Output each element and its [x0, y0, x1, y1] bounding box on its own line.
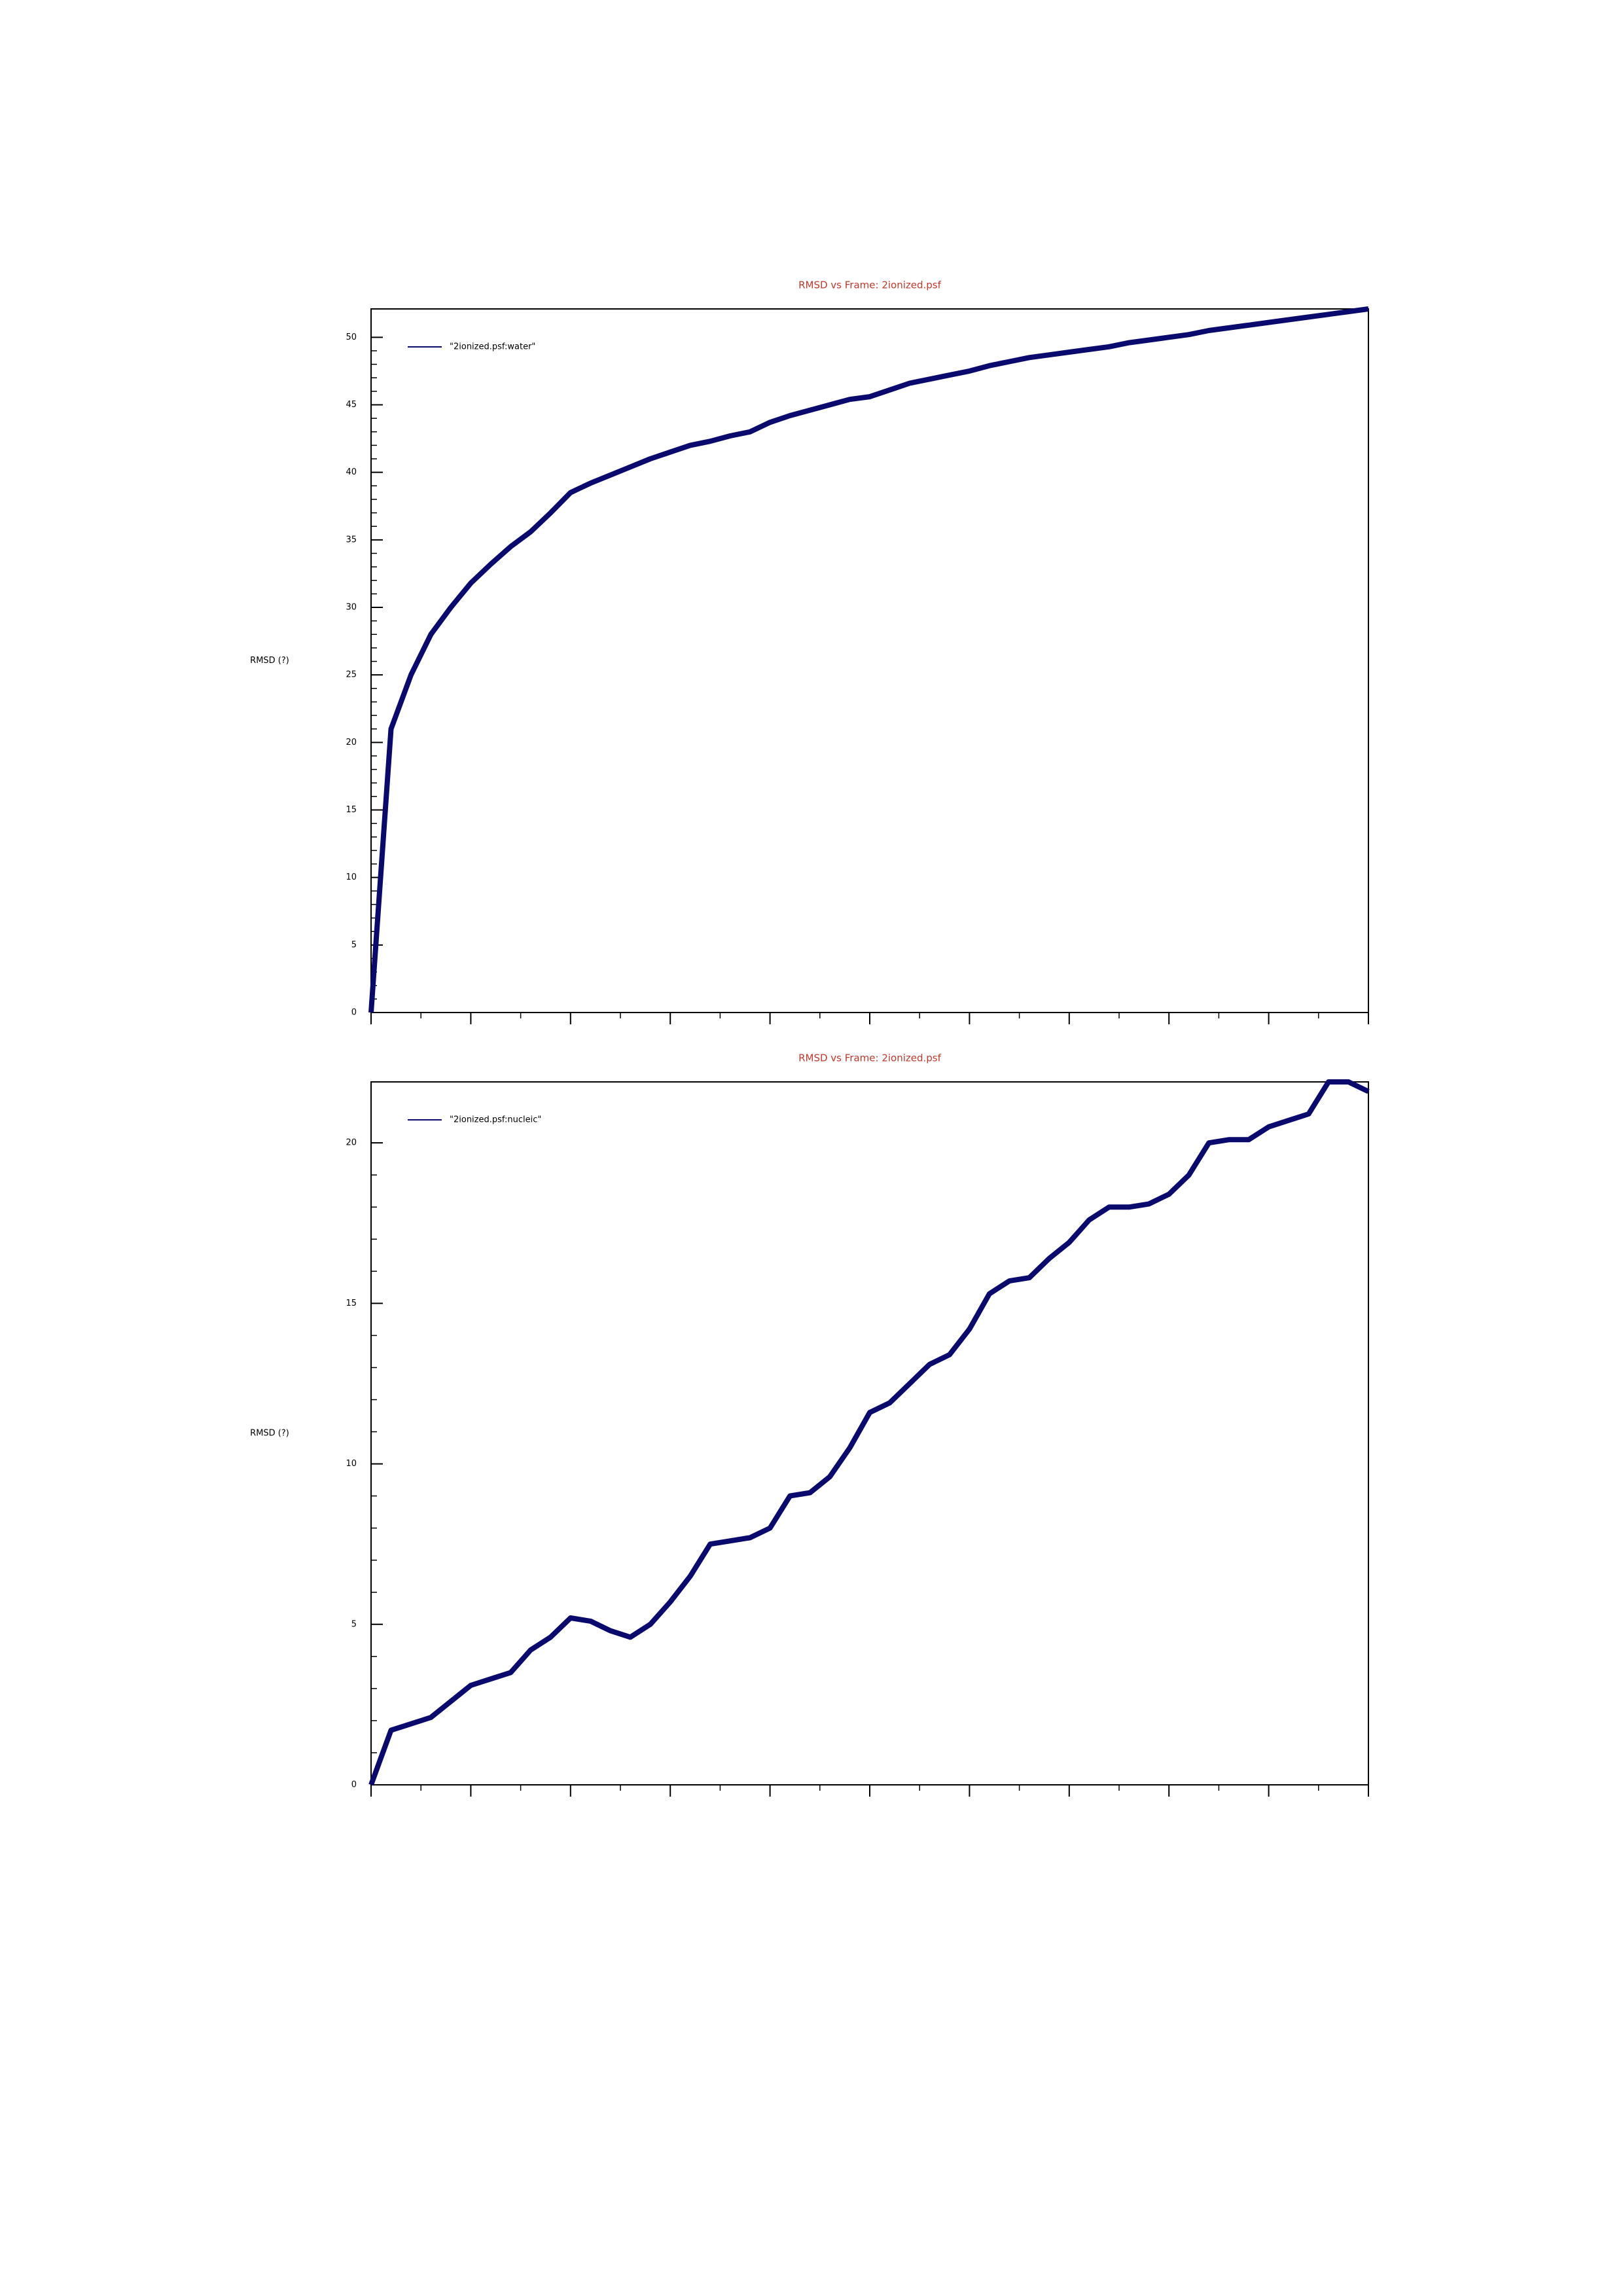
y-tick-label: 20 — [346, 738, 357, 747]
y-tick-label: 5 — [351, 940, 357, 950]
y-tick-label: 30 — [346, 602, 357, 612]
y-tick-label: 10 — [346, 1459, 357, 1469]
y-tick-label: 15 — [346, 1299, 357, 1308]
data-line — [368, 306, 1369, 1013]
chart-title: RMSD vs Frame: 2ionized.psf — [798, 279, 942, 291]
y-tick-label: 0 — [351, 1008, 357, 1018]
y-tick-label: 20 — [346, 1138, 357, 1148]
y-tick-label: 15 — [346, 805, 357, 815]
y-tick-label: 25 — [346, 670, 357, 680]
legend-label: "2ionized.psf:nucleic" — [450, 1115, 541, 1125]
plot-frame — [370, 308, 1369, 1013]
y-tick-label: 35 — [346, 535, 357, 545]
y-tick-label: 40 — [346, 467, 357, 477]
y-axis-label: RMSD (?) — [250, 656, 289, 666]
plot-frame — [370, 1081, 1369, 1785]
y-tick-label: 50 — [346, 332, 357, 342]
y-tick-label: 0 — [351, 1780, 357, 1790]
y-tick-label: 45 — [346, 400, 357, 410]
y-tick-label: 10 — [346, 872, 357, 882]
chart-title: RMSD vs Frame: 2ionized.psf — [798, 1052, 942, 1064]
y-axis-label: RMSD (?) — [250, 1429, 289, 1439]
legend-label: "2ionized.psf:water" — [450, 342, 535, 352]
data-line — [368, 1079, 1370, 1786]
y-tick-label: 5 — [351, 1619, 357, 1629]
